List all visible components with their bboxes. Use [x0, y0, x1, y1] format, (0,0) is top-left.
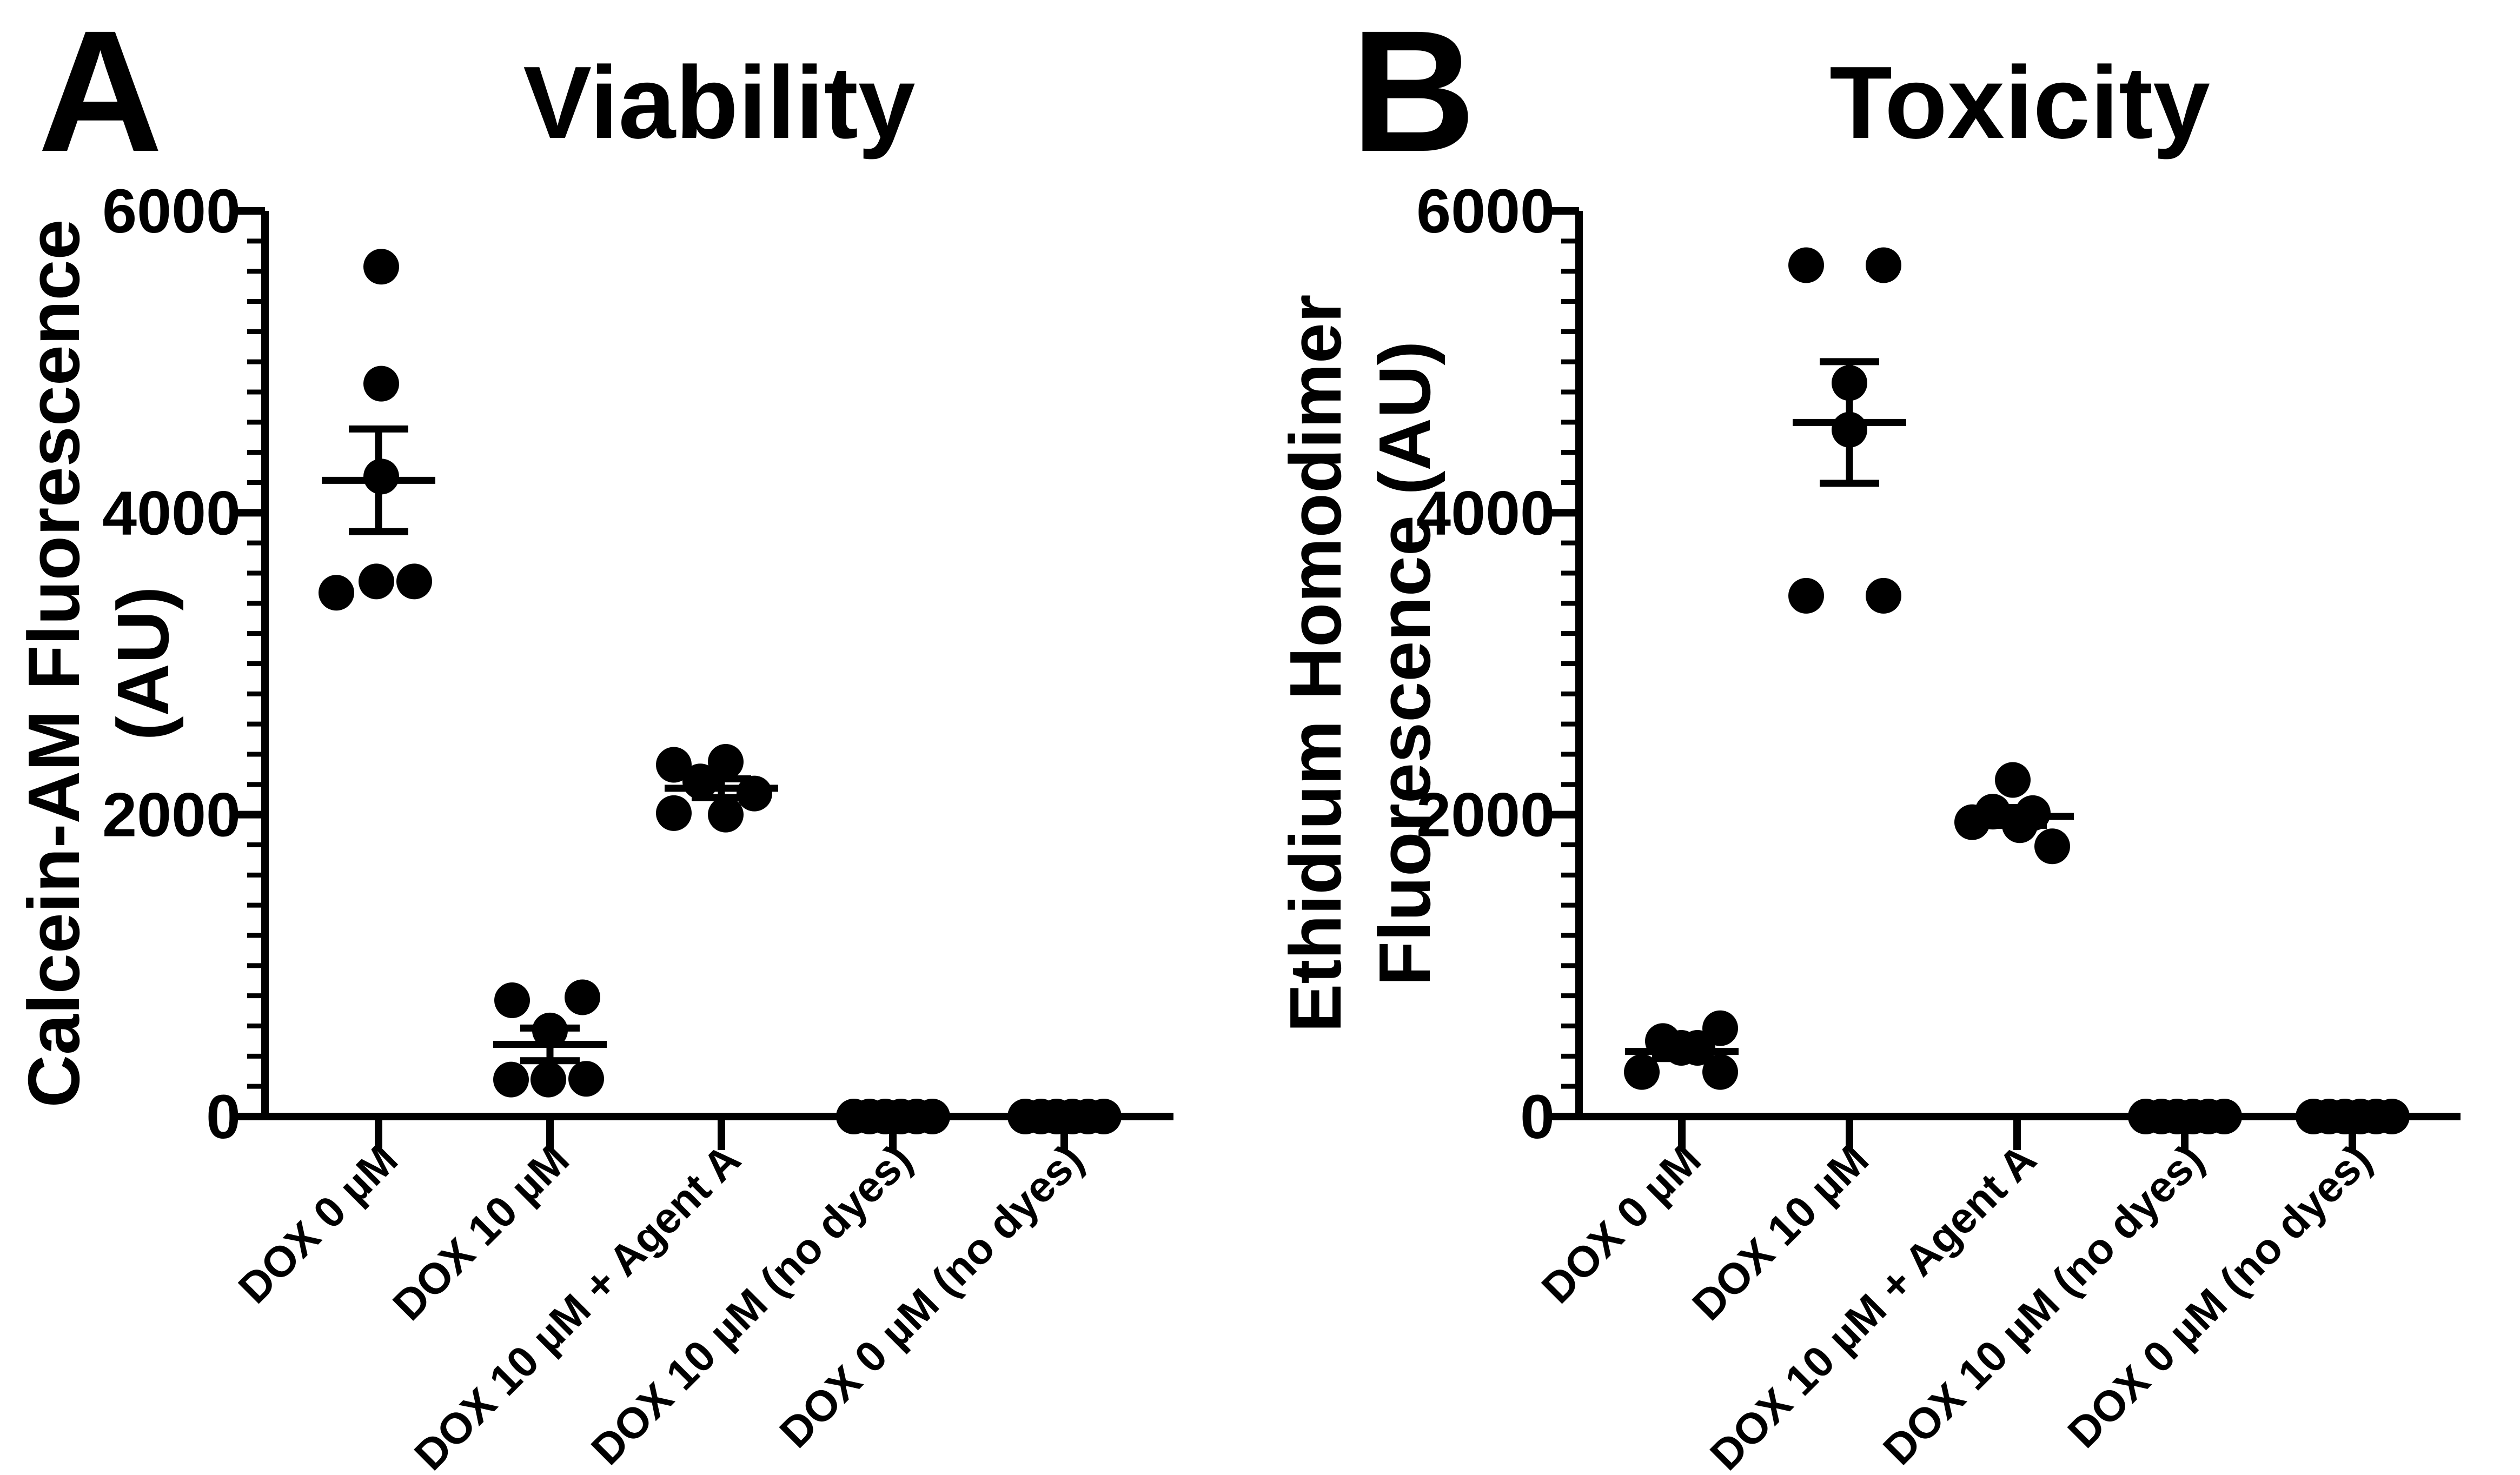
data-point — [530, 1061, 566, 1098]
data-point — [494, 982, 530, 1019]
y-tick-label: 4000 — [1416, 479, 1555, 548]
x-tick-label: DOX 0 µM (no dyes) — [2059, 1135, 2380, 1457]
y-tick-label: 2000 — [102, 781, 241, 850]
data-point — [565, 979, 600, 1015]
x-tick-label: DOX 0 µM — [1533, 1135, 1710, 1312]
y-tick-label: 6000 — [102, 177, 241, 246]
data-point — [656, 795, 692, 831]
data-point — [1702, 1054, 1738, 1090]
data-point — [914, 1099, 950, 1134]
data-point — [396, 563, 432, 600]
data-point — [708, 796, 744, 833]
data-point — [319, 575, 354, 611]
y-tick-label: 0 — [1520, 1082, 1555, 1152]
panel-a-y-axis-label-line1: Calcein-AM Fluorescence — [13, 219, 95, 1108]
data-point — [1086, 1099, 1122, 1134]
panel-a-y-axis-label-line2: (AU) — [102, 586, 184, 741]
data-point — [1866, 247, 1901, 283]
panel-a-letter: A — [38, 0, 163, 188]
data-point — [2034, 828, 2070, 865]
x-tick-label: DOX 0 µM — [229, 1135, 407, 1312]
data-point — [363, 249, 399, 285]
x-tick-label: DOX 10 µM (no dyes) — [582, 1135, 921, 1474]
panel-b-title: Toxicity — [1829, 45, 2210, 160]
x-tick-label: DOX 0 µM (no dyes) — [771, 1135, 1092, 1457]
data-point — [656, 747, 692, 783]
data-point — [1866, 577, 1901, 614]
data-point — [1788, 247, 1824, 283]
data-point — [2206, 1099, 2242, 1134]
data-point — [1788, 577, 1824, 614]
x-tick-label: DOX 10 µM (no dyes) — [1874, 1135, 2213, 1474]
panel-a-y-axis-label: Calcein-AM Fluorescence (AU) — [9, 15, 188, 1312]
data-point — [708, 743, 744, 780]
data-point — [1624, 1054, 1660, 1090]
data-point — [568, 1061, 604, 1097]
data-point — [737, 775, 772, 812]
y-tick-label: 4000 — [102, 479, 241, 548]
y-tick-label: 6000 — [1416, 177, 1555, 246]
panel-b-y-axis-label: Ethidium Homodimer Fluorescence (AU) — [1271, 15, 1449, 1312]
data-point — [359, 563, 394, 600]
data-point — [493, 1061, 529, 1098]
x-tick-label: DOX 10 µM + Agent A — [405, 1135, 750, 1475]
data-point — [1995, 762, 2031, 798]
y-tick-label: 2000 — [1416, 781, 1555, 850]
data-point — [1954, 804, 1990, 840]
panel-b-y-axis-label-line1: Ethidium Homodimer — [1275, 294, 1356, 1033]
x-tick-label: DOX 10 µM + Agent A — [1701, 1135, 2045, 1475]
x-tick-label: DOX 10 µM — [383, 1135, 578, 1330]
panel-a-title: Viability — [523, 45, 916, 160]
panel-b-letter: B — [1351, 0, 1476, 188]
y-tick-label: 0 — [206, 1082, 241, 1152]
data-point — [2374, 1099, 2410, 1134]
panel-b-y-axis-label-line2: Fluorescence (AU) — [1364, 341, 1445, 986]
data-point — [363, 366, 399, 402]
